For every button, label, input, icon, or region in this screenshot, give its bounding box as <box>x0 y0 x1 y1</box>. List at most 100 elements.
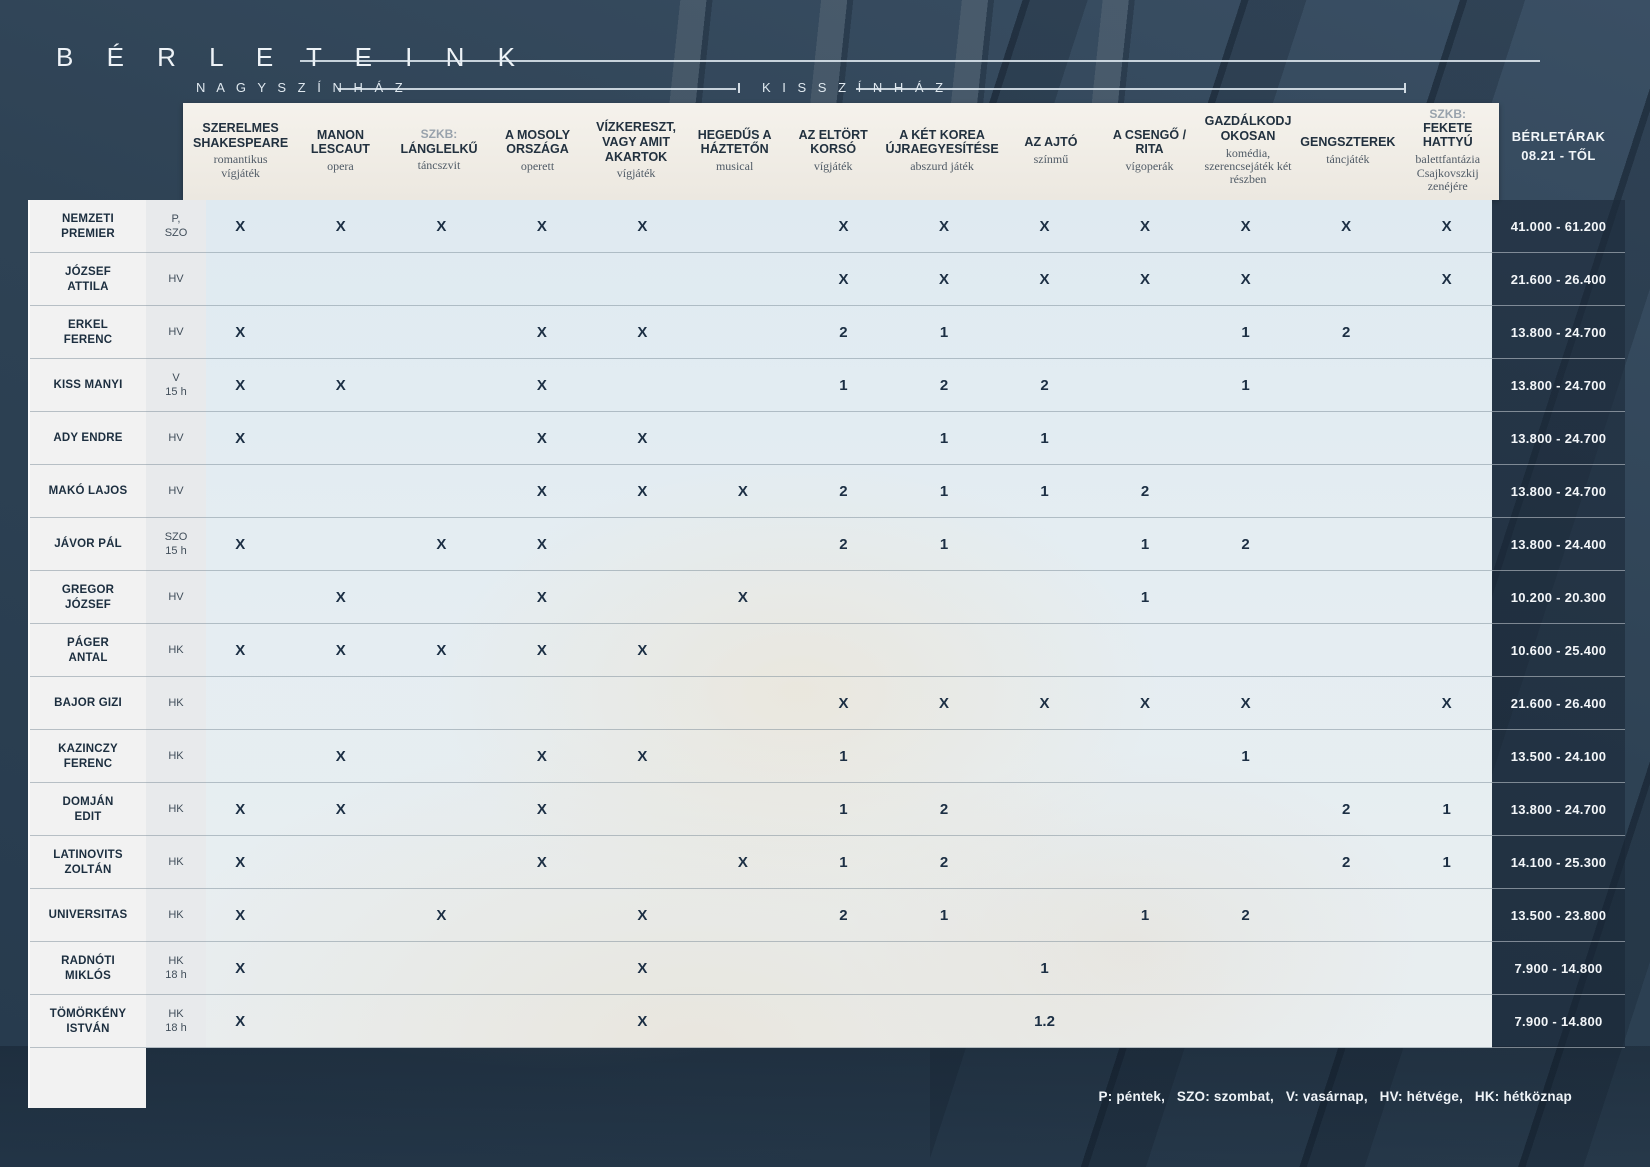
column-header-genre: vígjáték <box>813 159 853 174</box>
matrix-cell <box>1396 624 1497 677</box>
matrix-cell: 1 <box>939 907 949 924</box>
subscription-name: KISS MANYI <box>53 379 123 392</box>
price-separator <box>1492 517 1625 518</box>
matrix-cell: X <box>737 483 748 500</box>
matrix-cell: X <box>637 748 648 765</box>
subscription-name: PÁGER ANTAL <box>67 636 109 664</box>
matrix-cell <box>693 200 794 253</box>
row-label-column-background <box>28 200 146 1108</box>
matrix-cell <box>1296 677 1397 730</box>
table-row: JÁVOR PÁL SZO 15 h X X X 2 1 1 2 13.800 - 24.400 <box>30 518 1630 571</box>
matrix-cell: X <box>436 907 447 924</box>
section-label-nagyszinhaz: N A G Y S Z Í N H Á Z <box>196 80 407 95</box>
column-header-prefix: SZKB: <box>420 127 458 142</box>
matrix-cell <box>391 942 492 995</box>
matrix-cell: 1 <box>839 377 848 394</box>
matrix-cell <box>291 889 392 942</box>
matrix-cell <box>1296 571 1397 624</box>
day-code: HK <box>168 749 184 762</box>
matrix-cell: 1 <box>939 324 949 341</box>
matrix-cell: X <box>637 430 648 447</box>
matrix-cell: 2 <box>939 854 949 871</box>
section-rule-right <box>856 88 1404 90</box>
matrix-cell <box>391 783 492 836</box>
matrix-cell <box>1195 942 1296 995</box>
matrix-cell: 1 <box>1140 907 1150 924</box>
matrix-cell <box>1396 730 1497 783</box>
matrix-cell <box>793 624 894 677</box>
matrix-cell <box>994 624 1095 677</box>
table-row: JÓZSEF ATTILA HV X X X X X X 21.600 - 26.400 <box>30 253 1630 306</box>
matrix-cell <box>1195 465 1296 518</box>
matrix-cell: 2 <box>939 377 949 394</box>
matrix-cell: X <box>235 218 246 235</box>
matrix-cell <box>1095 836 1196 889</box>
row-separator <box>30 729 1492 730</box>
matrix-cell <box>1095 730 1196 783</box>
subscription-name: BAJOR GIZI <box>54 697 122 710</box>
matrix-cell <box>1296 412 1397 465</box>
price-range: 13.800 - 24.700 <box>1510 431 1607 446</box>
section-label-kisszinhaz: K I S S Z Í N H Á Z <box>762 80 948 95</box>
matrix-cell <box>492 889 593 942</box>
matrix-cell <box>592 783 693 836</box>
section-rule-right-tick <box>1404 83 1406 93</box>
table-row: NEMZETI PREMIER P, SZO X X X X X X X X X X X X 41.000 … <box>30 200 1630 253</box>
matrix-cell: 2 <box>1140 483 1150 500</box>
price-range: 13.800 - 24.700 <box>1510 802 1607 817</box>
column-header: AZ ELTÖRT KORSÓ vígjáték <box>784 103 883 200</box>
day-code: HK <box>168 908 184 921</box>
table-row: PÁGER ANTAL HK X X X X X 10.600 - 25.400 <box>30 624 1630 677</box>
matrix-cell <box>190 253 291 306</box>
matrix-cell <box>1396 465 1497 518</box>
table-row: ERKEL FERENC HV X X X 2 1 1 2 13.800 - 24.700 <box>30 306 1630 359</box>
column-header-title: LÁNGLELKŰ <box>400 141 478 156</box>
matrix-cell <box>1296 942 1397 995</box>
matrix-cell: X <box>637 1013 648 1030</box>
column-header-title: GENGSZTEREK <box>1300 134 1396 149</box>
matrix-cell <box>1195 783 1296 836</box>
matrix-cell <box>693 624 794 677</box>
matrix-cell <box>1396 995 1497 1048</box>
matrix-cell: X <box>838 271 849 288</box>
matrix-cell <box>391 253 492 306</box>
matrix-cell <box>1296 359 1397 412</box>
matrix-cell: 1 <box>1442 801 1451 818</box>
matrix-cell <box>1396 359 1497 412</box>
price-range: 7.900 - 14.800 <box>1514 1014 1603 1029</box>
matrix-cell: X <box>1441 271 1452 288</box>
matrix-cell <box>291 253 392 306</box>
column-header: GENGSZTEREK táncjáték <box>1297 103 1398 200</box>
table-row: KAZINCZY FERENC HK X X X 1 1 13.500 - 24.100 <box>30 730 1630 783</box>
column-header-genre: abszurd játék <box>910 159 974 174</box>
price-range: 13.800 - 24.700 <box>1510 378 1607 393</box>
matrix-cell <box>994 783 1095 836</box>
row-separator <box>30 623 1492 624</box>
day-code: HK 18 h <box>165 1007 187 1034</box>
subscription-name: JÁVOR PÁL <box>54 538 122 551</box>
row-separator <box>30 676 1492 677</box>
matrix-cell <box>793 571 894 624</box>
row-separator <box>30 1047 1492 1048</box>
matrix-cell: 1 <box>1241 377 1250 394</box>
column-header-title: GAZDÁLKODJ OKOSAN <box>1204 114 1292 143</box>
matrix-cell <box>291 836 392 889</box>
column-header: A MOSOLY ORSZÁGA operett <box>488 103 587 200</box>
column-header-title: A KÉT KOREA ÚJRAEGYESÍTÉSE <box>885 127 999 157</box>
matrix-cell <box>894 995 995 1048</box>
matrix-cell <box>994 518 1095 571</box>
matrix-cell <box>693 889 794 942</box>
matrix-cell: X <box>436 642 447 659</box>
column-header-genre: balettfantázia Csajkovszkij zenéjére <box>1415 152 1481 194</box>
matrix-cell <box>1095 359 1196 412</box>
day-code: HV <box>168 590 184 603</box>
matrix-cell: X <box>536 430 547 447</box>
row-separator <box>30 888 1492 889</box>
column-header: HEGEDŰS A HÁZTETŐN musical <box>685 103 784 200</box>
row-cells: X X X 2 1 1 2 <box>190 306 1497 359</box>
matrix-cell <box>492 253 593 306</box>
day-code-column-background <box>146 200 206 1048</box>
